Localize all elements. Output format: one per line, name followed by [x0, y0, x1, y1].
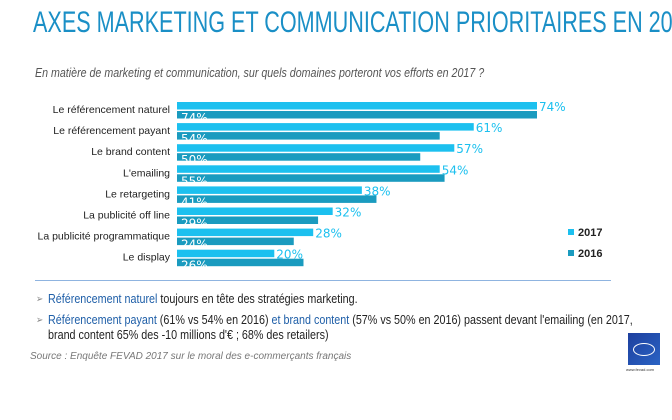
category-label: Le référencement naturel	[53, 104, 170, 116]
bullet-text: toujours en tête des stratégies marketin…	[157, 292, 358, 306]
data-label-2016: 24%	[181, 238, 208, 252]
data-label-2016: 26%	[181, 259, 208, 273]
page-title: AXES MARKETING ET COMMUNICATION PRIORITA…	[33, 6, 672, 39]
fevad-logo	[628, 333, 660, 365]
data-label-2016: 74%	[181, 111, 208, 125]
bar-2016	[177, 258, 304, 267]
source-note: Source : Enquête FEVAD 2017 sur le moral…	[30, 351, 352, 362]
data-label-2016: 50%	[181, 153, 208, 167]
category-label: La publicité off line	[83, 210, 170, 222]
data-label-2017: 54%	[442, 163, 469, 177]
legend-label-2017: 2017	[578, 227, 602, 239]
bullet-text: (61% vs 54% en 2016)	[156, 313, 272, 327]
category-label: La publicité programmatique	[38, 231, 171, 243]
bar-chart: Le référencement naturel 74% 74% Le référen…	[37, 100, 603, 273]
bullet-text: (57% vs 50% en 2016) passent devant l'em…	[48, 313, 633, 342]
bar-2016	[177, 111, 537, 119]
bar-2016	[177, 132, 440, 140]
bar-2017	[177, 123, 474, 131]
chart-question: En matière de marketing et communication…	[35, 65, 485, 80]
chevron-right-icon: ➢	[36, 294, 44, 305]
separator-line	[35, 280, 611, 281]
bullet-item: ➢ Référencement payant (61% vs 54% en 201…	[36, 313, 641, 343]
bullet-item: ➢ Référencement naturel toujours en tête …	[36, 292, 641, 307]
data-label-2017: 61%	[476, 121, 503, 135]
highlight-text: Référencement naturel	[48, 292, 158, 306]
bar-2016	[177, 174, 445, 182]
data-label-2016: 29%	[181, 217, 208, 231]
bar-2017	[177, 207, 333, 215]
category-label: Le retargeting	[105, 188, 170, 200]
bar-2016	[177, 195, 377, 203]
highlight-text: Référencement payant	[48, 313, 157, 327]
bar-2017	[177, 165, 440, 173]
chevron-right-icon: ➢	[36, 315, 44, 326]
highlight-text: et brand content	[271, 313, 350, 327]
bar-2017	[177, 144, 455, 152]
logo-url: www.fevad.com	[626, 367, 655, 372]
category-label: Le display	[123, 252, 171, 264]
data-label-2017: 74%	[539, 100, 566, 114]
category-label: Le brand content	[91, 146, 170, 158]
legend-swatch-2016	[568, 250, 574, 256]
bar-2017	[177, 102, 537, 110]
bar-2016	[177, 153, 421, 161]
category-label: Le référencement payant	[53, 125, 170, 137]
legend-label-2016: 2016	[578, 248, 602, 260]
bar-2016	[177, 216, 319, 224]
data-label-2017: 28%	[315, 227, 342, 241]
data-label-2017: 32%	[335, 206, 362, 220]
category-label: L'emailing	[123, 167, 170, 179]
bar-2017	[177, 249, 275, 258]
data-label-2016: 41%	[181, 195, 208, 209]
data-label-2016: 54%	[181, 132, 208, 146]
bar-2017	[177, 228, 314, 237]
logo-ring	[633, 343, 655, 356]
data-label-2017: 38%	[364, 184, 391, 198]
bar-2017	[177, 186, 362, 194]
data-label-2017: 57%	[456, 142, 483, 156]
data-label-2016: 55%	[181, 174, 208, 188]
bar-2016	[177, 237, 294, 246]
bullet-list: ➢ Référencement naturel toujours en tête …	[36, 292, 633, 349]
data-label-2017: 20%	[276, 248, 303, 262]
legend-swatch-2017	[568, 229, 574, 235]
